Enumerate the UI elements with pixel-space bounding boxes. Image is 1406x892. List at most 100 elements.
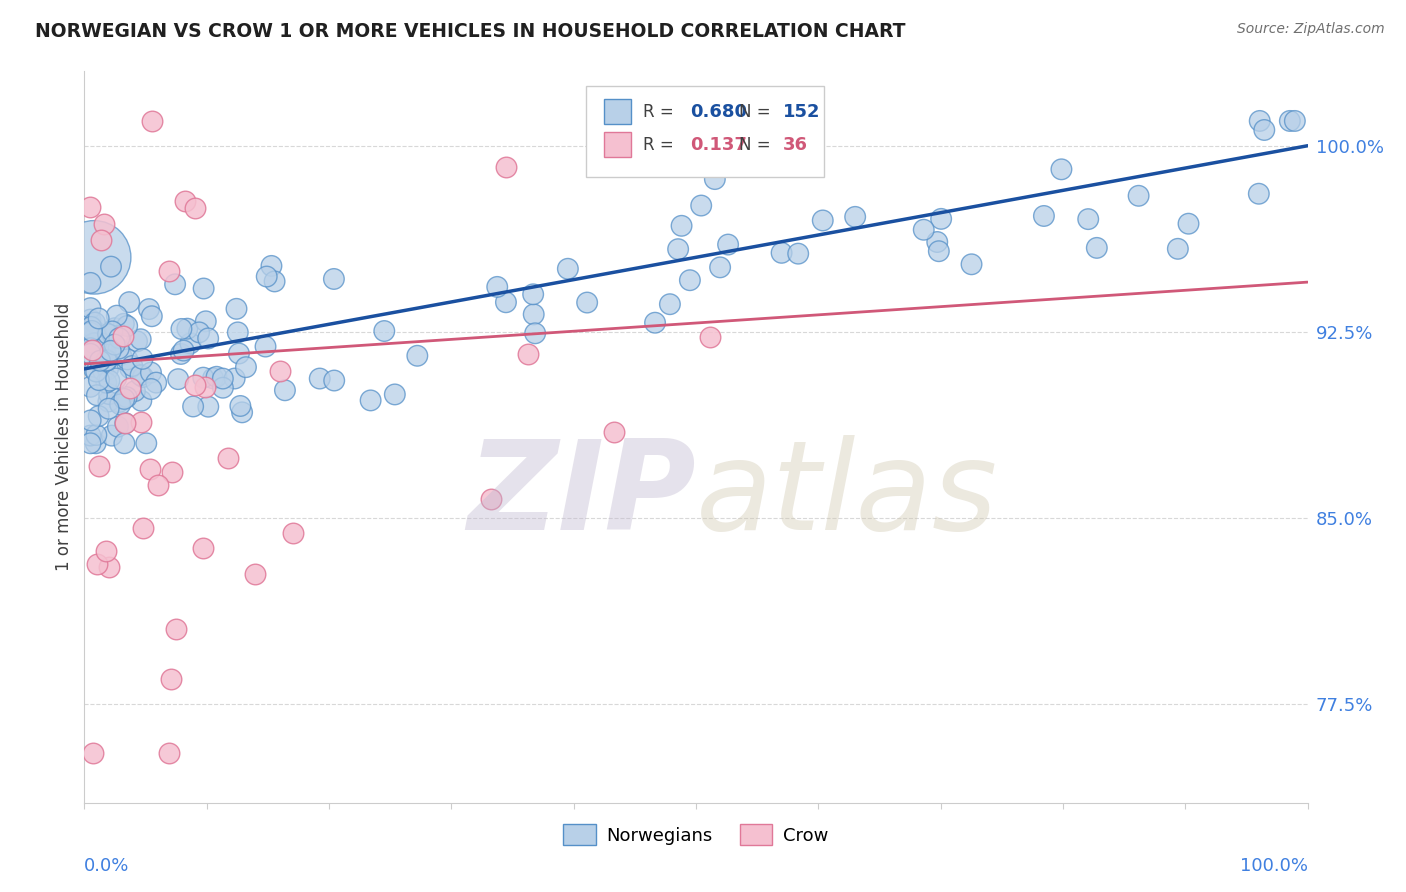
- Text: 36: 36: [783, 136, 808, 153]
- Point: [1077, 212, 1099, 227]
- Point: [79, 413, 101, 427]
- Point: [80, 324, 103, 338]
- Point: [486, 280, 509, 294]
- Point: [157, 263, 180, 277]
- Point: [82, 343, 104, 357]
- Point: [104, 337, 127, 351]
- Point: [112, 392, 135, 406]
- Point: [165, 277, 187, 292]
- Point: [254, 340, 277, 354]
- Point: [323, 374, 346, 388]
- Point: [517, 346, 540, 360]
- Text: 152: 152: [783, 103, 820, 120]
- Point: [139, 366, 162, 380]
- Point: [479, 491, 502, 506]
- Point: [83, 250, 105, 264]
- Point: [79, 200, 101, 214]
- Point: [79, 276, 101, 290]
- Point: [79, 428, 101, 442]
- Text: N =: N =: [738, 103, 776, 120]
- Point: [960, 257, 983, 271]
- Point: [101, 325, 124, 339]
- Point: [83, 316, 105, 330]
- Point: [495, 295, 517, 310]
- Point: [90, 233, 112, 247]
- Point: [107, 342, 129, 356]
- Point: [1032, 209, 1054, 223]
- Point: [96, 376, 118, 390]
- Point: [89, 353, 111, 368]
- Point: [523, 307, 546, 321]
- Point: [120, 361, 142, 376]
- Point: [644, 316, 666, 330]
- Point: [112, 436, 135, 450]
- Point: [82, 746, 104, 760]
- Point: [105, 309, 128, 323]
- Point: [110, 348, 132, 362]
- Point: [79, 330, 101, 344]
- Point: [666, 242, 689, 256]
- Text: 100.0%: 100.0%: [1240, 857, 1308, 875]
- Point: [256, 269, 278, 284]
- Point: [170, 347, 193, 361]
- Point: [86, 388, 108, 402]
- Point: [603, 425, 626, 440]
- Point: [84, 336, 107, 351]
- Point: [844, 210, 866, 224]
- Point: [79, 312, 101, 326]
- Text: N =: N =: [738, 136, 776, 153]
- Text: 0.0%: 0.0%: [84, 857, 129, 875]
- Point: [87, 373, 110, 387]
- Point: [146, 478, 169, 492]
- Point: [228, 346, 250, 360]
- Point: [86, 428, 108, 442]
- Point: [138, 302, 160, 317]
- Point: [84, 365, 107, 379]
- Point: [709, 260, 731, 275]
- Point: [118, 295, 141, 310]
- Point: [141, 382, 163, 396]
- Point: [679, 273, 702, 287]
- Point: [114, 416, 136, 430]
- Point: [197, 400, 219, 414]
- Point: [91, 336, 114, 351]
- Point: [263, 274, 285, 288]
- Point: [1278, 114, 1301, 128]
- Point: [1050, 162, 1073, 177]
- Point: [269, 363, 291, 377]
- Point: [100, 260, 122, 274]
- FancyBboxPatch shape: [586, 86, 824, 178]
- Point: [100, 343, 122, 358]
- Point: [141, 310, 163, 324]
- Point: [1167, 242, 1189, 256]
- Point: [83, 336, 105, 351]
- Text: R =: R =: [644, 103, 679, 120]
- Point: [194, 314, 217, 328]
- Point: [224, 371, 246, 385]
- Point: [129, 416, 152, 430]
- Point: [1177, 217, 1199, 231]
- Point: [235, 360, 257, 375]
- Point: [406, 349, 429, 363]
- Point: [193, 281, 215, 295]
- Point: [80, 320, 103, 334]
- Point: [260, 259, 283, 273]
- Text: ZIP: ZIP: [467, 435, 696, 556]
- Point: [557, 261, 579, 276]
- Legend: Norwegians, Crow: Norwegians, Crow: [555, 817, 837, 852]
- Point: [690, 198, 713, 212]
- Text: 0.680: 0.680: [690, 103, 747, 120]
- Point: [384, 387, 406, 401]
- Point: [135, 436, 157, 450]
- Point: [96, 353, 118, 368]
- Point: [193, 370, 215, 384]
- Point: [162, 466, 184, 480]
- Point: [131, 393, 153, 408]
- Point: [1128, 189, 1150, 203]
- Point: [97, 327, 120, 342]
- Point: [83, 363, 105, 377]
- Point: [179, 336, 201, 351]
- Point: [243, 567, 266, 582]
- Point: [79, 380, 101, 394]
- Point: [176, 321, 198, 335]
